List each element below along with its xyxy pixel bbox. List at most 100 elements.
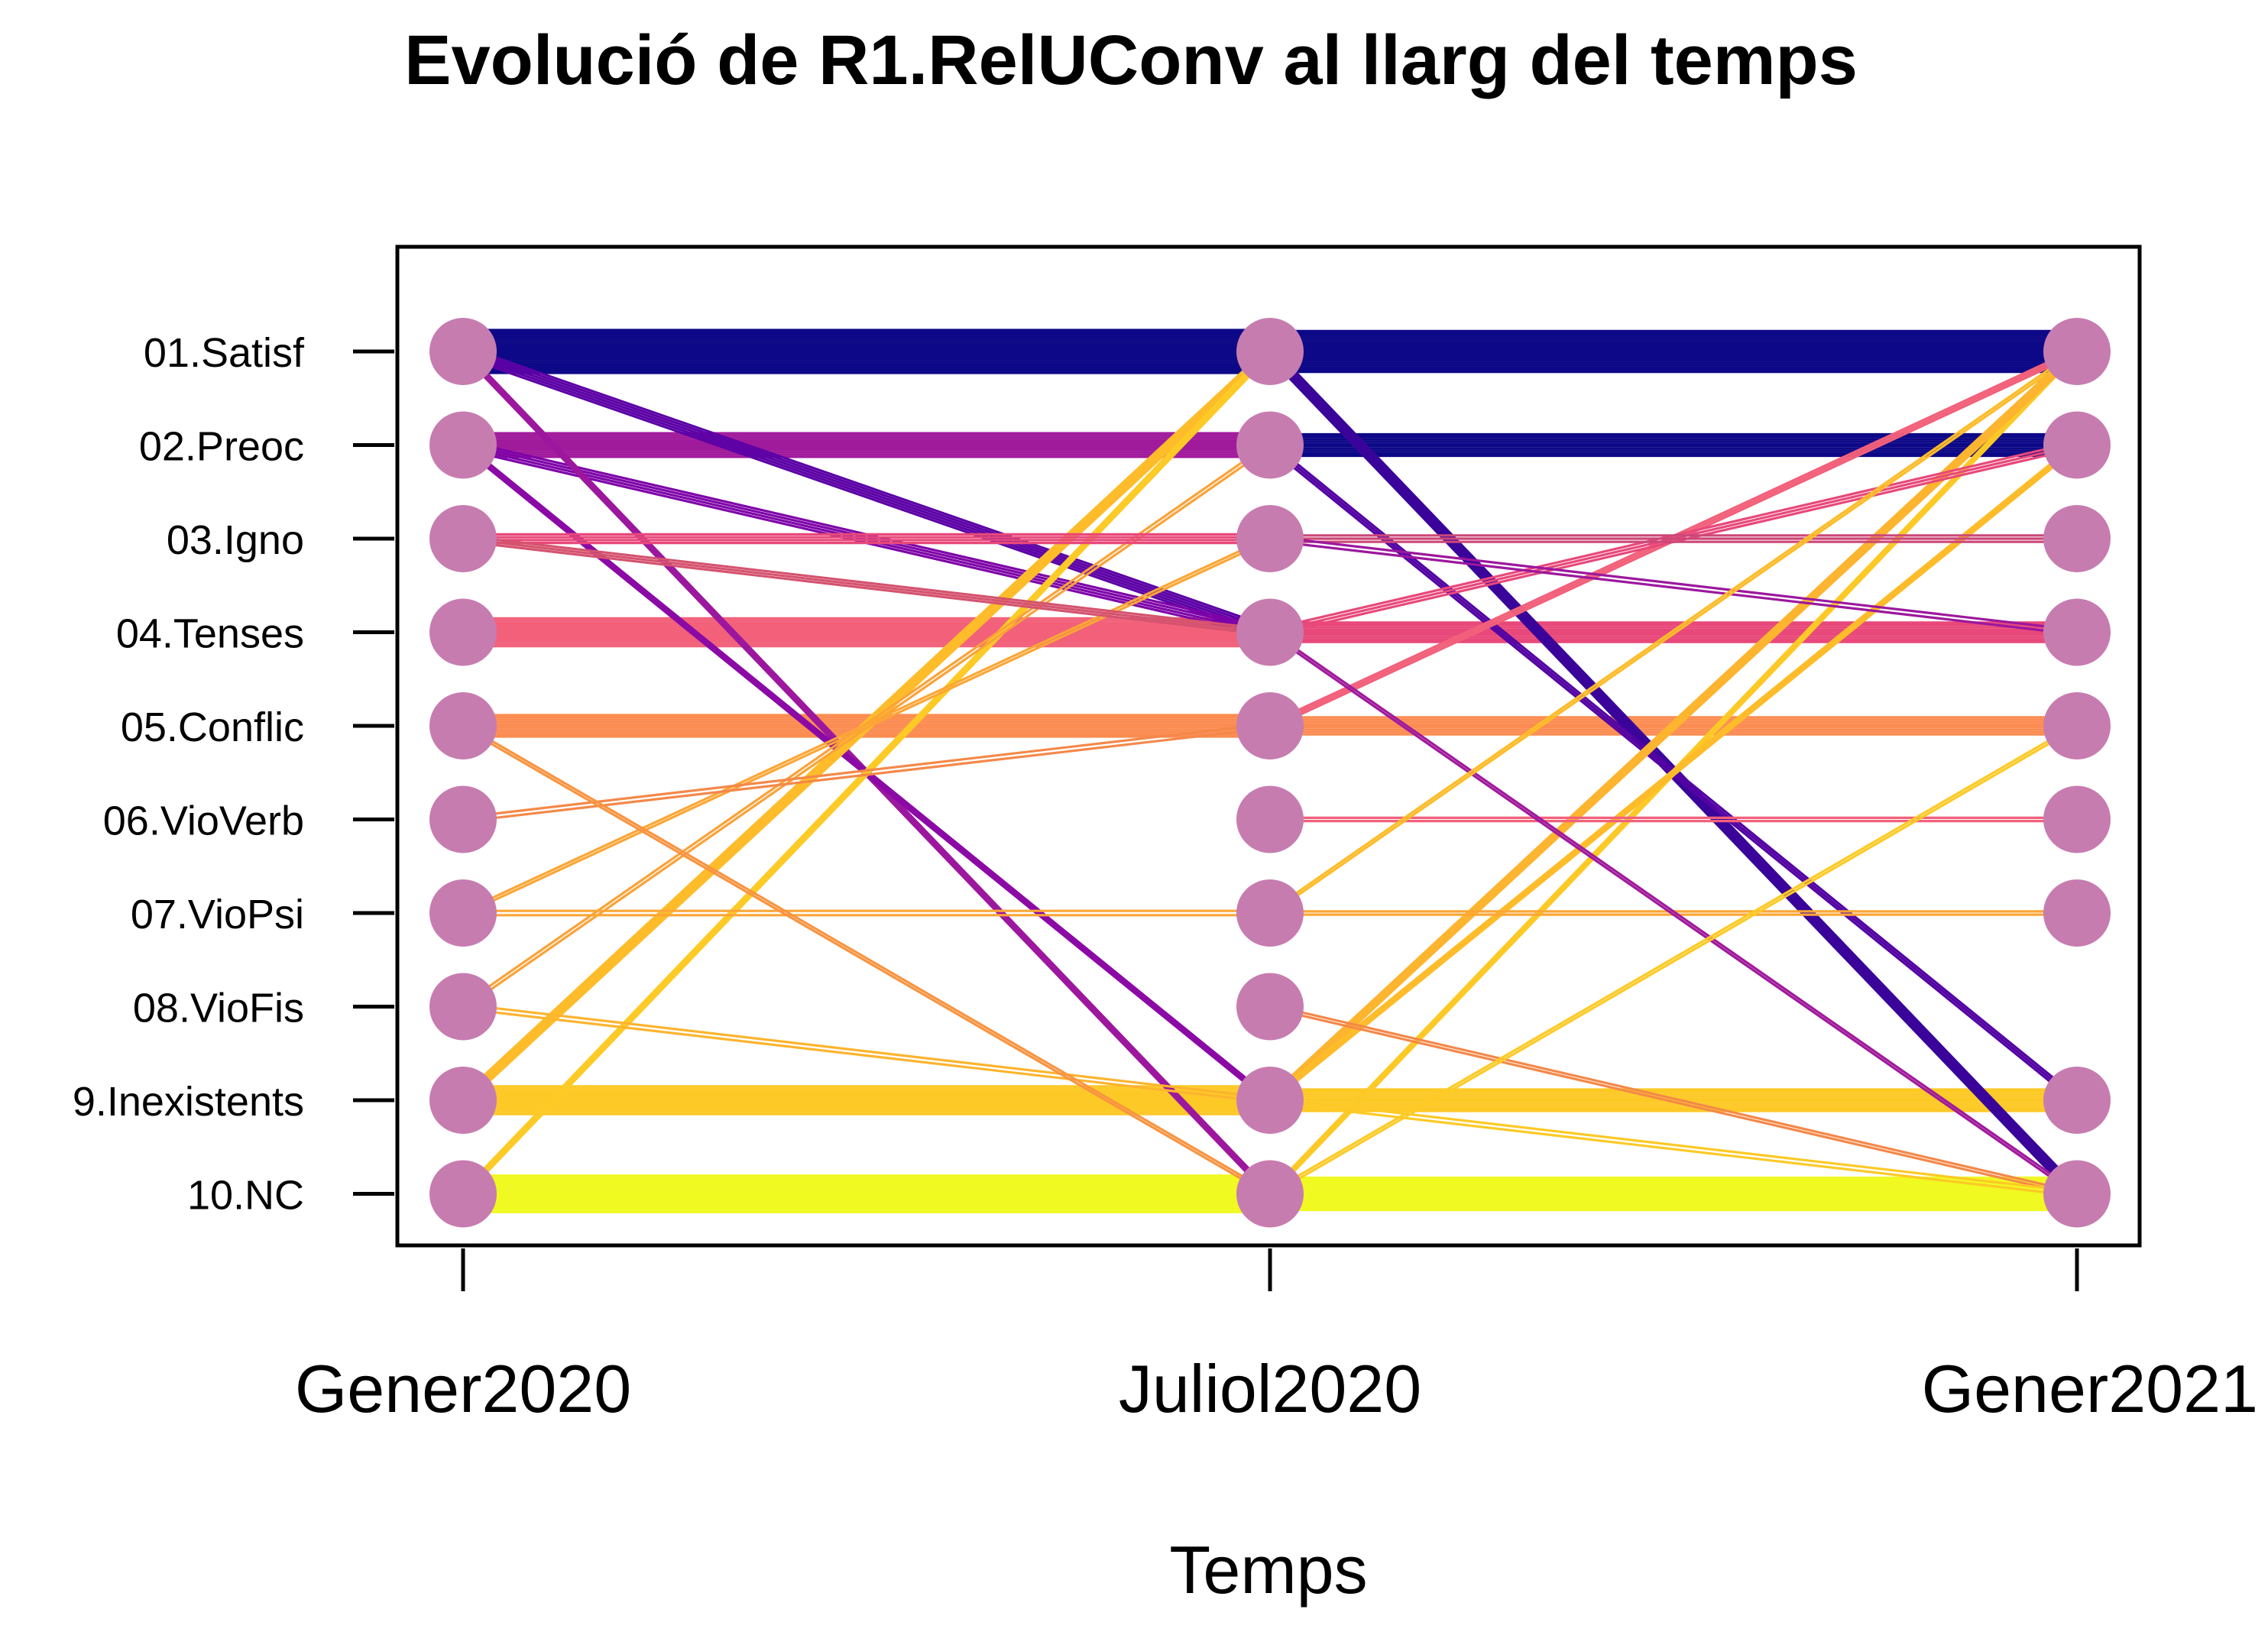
flow-23	[463, 909, 1270, 917]
flow-41	[1269, 1096, 2078, 1197]
flow-37	[1269, 1003, 2078, 1197]
y-tick-label: 06.VioVerb	[103, 798, 304, 844]
flow-10	[463, 1174, 1270, 1213]
y-tick-label: 05.Conflic	[121, 704, 304, 750]
flow-strand	[462, 347, 1271, 631]
flow-strand	[462, 355, 1271, 640]
flow-strand	[462, 350, 1272, 1195]
node-point	[429, 598, 497, 666]
node-point	[429, 1160, 497, 1228]
node-point	[2043, 1160, 2111, 1228]
flow-2	[463, 432, 1270, 458]
flow-strand	[1269, 351, 2078, 916]
node-point	[1236, 879, 1304, 947]
y-axis: 01.Satisf 02.Preoc 03.Igno 04.Tenses 05.Conf…	[73, 330, 394, 1219]
node-point	[2043, 785, 2111, 853]
flow-21	[462, 534, 1271, 636]
flow-strand	[462, 539, 1271, 916]
flow-strand	[1268, 348, 2078, 1100]
node-point	[1236, 505, 1304, 572]
flow-strand	[1269, 1007, 2078, 1197]
flow-19	[462, 536, 1271, 916]
flow-strand	[462, 350, 1271, 634]
y-tick-label: 04.Tenses	[116, 611, 304, 657]
flow-39	[1269, 348, 2078, 916]
x-axis-label: Temps	[1169, 1532, 1367, 1608]
node-point	[1236, 411, 1304, 479]
y-tick-label: 10.NC	[187, 1173, 304, 1219]
node-point	[2043, 598, 2111, 666]
flow-11	[1270, 1176, 2077, 1212]
node-point	[1236, 1160, 1304, 1228]
flow-38	[1269, 630, 2078, 1196]
flow-strand	[462, 536, 1271, 913]
node-point	[429, 973, 497, 1041]
y-tick-label: 07.VioPsi	[131, 892, 304, 937]
node-point	[2043, 692, 2111, 759]
chart-title: Evolució de R1.RelUConv al llarg del tem…	[404, 21, 1858, 99]
flow-1	[1270, 329, 2077, 374]
flow-strand	[1268, 351, 2078, 1103]
flow-strand	[1269, 1096, 2078, 1193]
flow-strand	[1268, 344, 2078, 1189]
flow-strand	[1268, 446, 2078, 1104]
node-point	[1236, 973, 1304, 1041]
node-point	[429, 411, 497, 479]
flow-strand	[1269, 1101, 2078, 1197]
flow-strand	[462, 1007, 1271, 1104]
flow-strand	[462, 345, 1271, 629]
flow-strand	[1268, 441, 2078, 1099]
node-point	[1236, 785, 1304, 853]
flow-strand	[462, 350, 1272, 1102]
flow-strand	[1269, 535, 2078, 632]
flow-strand	[1269, 630, 2078, 1193]
node-point	[1236, 598, 1304, 666]
flow-strand	[1269, 539, 2078, 636]
flow-9	[1270, 1088, 2077, 1112]
flows-layer	[462, 329, 2078, 1213]
y-tick-label: 01.Satisf	[144, 330, 305, 376]
flow-5	[1270, 621, 2077, 643]
flow-8	[463, 1085, 1270, 1116]
plot-frame	[395, 244, 2142, 1248]
flow-strand	[462, 539, 1271, 636]
flow-strand	[1269, 348, 2078, 913]
flow-25	[462, 723, 1271, 1196]
flow-strand	[462, 1003, 1271, 1099]
flow-34	[1269, 535, 2078, 636]
flow-strand	[1269, 633, 2078, 1196]
y-tick-label: 9.Inexistents	[73, 1079, 304, 1125]
flow-strand	[462, 726, 1271, 1196]
flow-strand	[1268, 444, 2078, 1102]
flow-3	[1270, 432, 2077, 458]
flow-30	[1268, 441, 2078, 1104]
flow-strand	[462, 345, 1272, 1096]
flow-strand	[462, 537, 1271, 634]
node-point	[2043, 411, 2111, 479]
flow-strand	[1269, 1003, 2078, 1193]
flow-strand	[462, 355, 1272, 1107]
flow-12	[462, 345, 1271, 640]
flow-0	[463, 329, 1270, 374]
node-point	[429, 318, 497, 385]
node-point	[429, 879, 497, 947]
x-tick-label: Gener2020	[295, 1351, 631, 1426]
flow-33	[1270, 534, 2077, 543]
flow-4	[463, 617, 1270, 648]
node-point	[2043, 879, 2111, 947]
node-point	[429, 1067, 497, 1134]
node-point	[429, 692, 497, 759]
node-point	[2043, 505, 2111, 572]
nodes-layer	[429, 318, 2111, 1228]
node-point	[1236, 1067, 1304, 1134]
flow-20	[463, 533, 1270, 545]
flow-strand	[462, 534, 1271, 631]
flow-strand	[462, 723, 1271, 1193]
node-point	[1236, 318, 1304, 385]
flow-strand	[462, 352, 1271, 636]
node-point	[2043, 1067, 2111, 1134]
x-tick-label: Gener2021	[1922, 1351, 2258, 1426]
y-tick-label: 03.Igno	[167, 517, 304, 563]
